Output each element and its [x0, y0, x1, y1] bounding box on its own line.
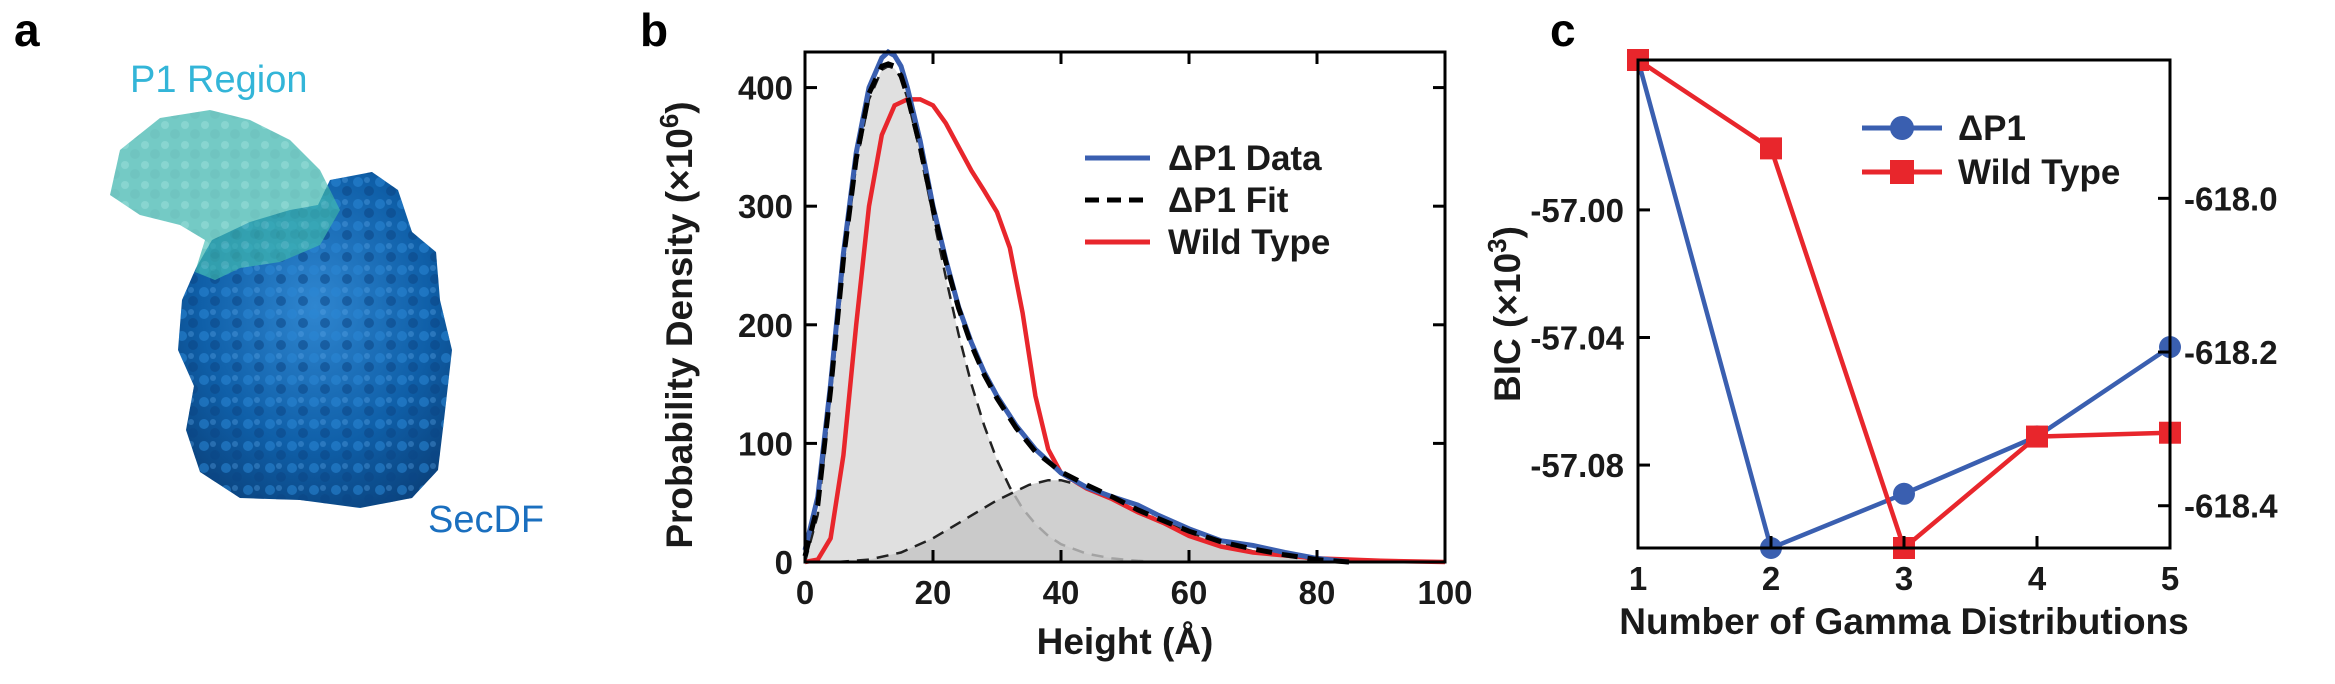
panel-c-legend: ΔP1 Wild Type — [1862, 109, 2120, 192]
x-axis-label: Number of Gamma Distributions — [1619, 601, 2188, 642]
bic-point-wild-type — [1760, 137, 1782, 160]
legend-label: ΔP1 Fit — [1168, 181, 1289, 220]
x-axis-label: Height (Å) — [1037, 621, 1214, 662]
panel-c-axes: 1 2 3 4 5 -57.00 -57.04 -57.08 -618.0 -618.2 -618.… — [1482, 58, 2278, 642]
y-tick-label-left: -57.04 — [1530, 319, 1624, 356]
x-tick-label: 5 — [2161, 560, 2179, 597]
x-tick-label: 60 — [1171, 574, 1208, 611]
gamma-component-2-fill — [837, 480, 1317, 562]
x-tick-label: 4 — [2028, 560, 2047, 597]
density-curves — [802, 48, 1446, 565]
x-tick-label: 100 — [1417, 574, 1472, 611]
legend-label: Wild Type — [1958, 153, 2120, 192]
panel-b-letter: b — [640, 4, 668, 56]
x-tick-label: 0 — [796, 574, 814, 611]
y-tick-label-left: -57.00 — [1530, 192, 1624, 229]
y-tick-label: 0 — [775, 544, 793, 581]
x-tick-label: 20 — [915, 574, 952, 611]
y-tick-label: 400 — [738, 70, 793, 107]
legend-label: ΔP1 Data — [1168, 139, 1322, 178]
y-axis-label: BIC (×103) — [1482, 226, 1528, 402]
legend-label: Wild Type — [1168, 223, 1330, 262]
panel-b: b 0 20 40 60 80 100 0 100 200 300 400 Height (Å) Pro… — [640, 4, 1473, 662]
x-tick-label: 40 — [1043, 574, 1080, 611]
panel-b-axes: 0 20 40 60 80 100 0 100 200 300 400 Height (Å) Proba… — [654, 50, 1473, 662]
gamma-component-1-fill — [805, 66, 1157, 562]
y-tick-label-right: -618.0 — [2184, 180, 2278, 217]
secdf-label: SecDF — [428, 499, 544, 541]
y-tick-label: 300 — [738, 188, 793, 225]
panel-c-letter: c — [1550, 4, 1576, 56]
y-tick-label-left: -57.08 — [1530, 447, 1624, 484]
x-tick-label: 80 — [1299, 574, 1336, 611]
plot-frame — [803, 50, 1447, 564]
bic-point-dp1 — [1893, 482, 1915, 505]
y-axis-label: Probability Density (×106) — [654, 101, 700, 548]
bic-point-wild-type — [2026, 425, 2048, 448]
y-tick-label-right: -618.2 — [2184, 334, 2278, 371]
series-wild-type — [804, 97, 1446, 565]
y-tick-label: 100 — [738, 425, 793, 462]
x-tick-label: 3 — [1895, 560, 1913, 597]
legend-label: ΔP1 — [1958, 109, 2026, 148]
y-tick-label: 200 — [738, 307, 793, 344]
legend-swatch-marker — [1890, 160, 1914, 184]
legend-swatch-marker — [1890, 116, 1914, 140]
panel-a: a P1 Region SecDF — [14, 4, 544, 541]
y-tick-label-right: -618.4 — [2184, 488, 2278, 525]
p1-region-surface — [110, 110, 340, 280]
x-tick-label: 2 — [1762, 560, 1780, 597]
series-dp1-fit — [802, 61, 1350, 565]
panel-c: c 1 2 3 4 5 -57.00 -57.04 -57.08 -618.0 -618.2 -61… — [1482, 4, 2278, 642]
panel-a-letter: a — [14, 4, 40, 56]
p1-region-label: P1 Region — [130, 59, 307, 101]
x-tick-label: 1 — [1629, 560, 1647, 597]
